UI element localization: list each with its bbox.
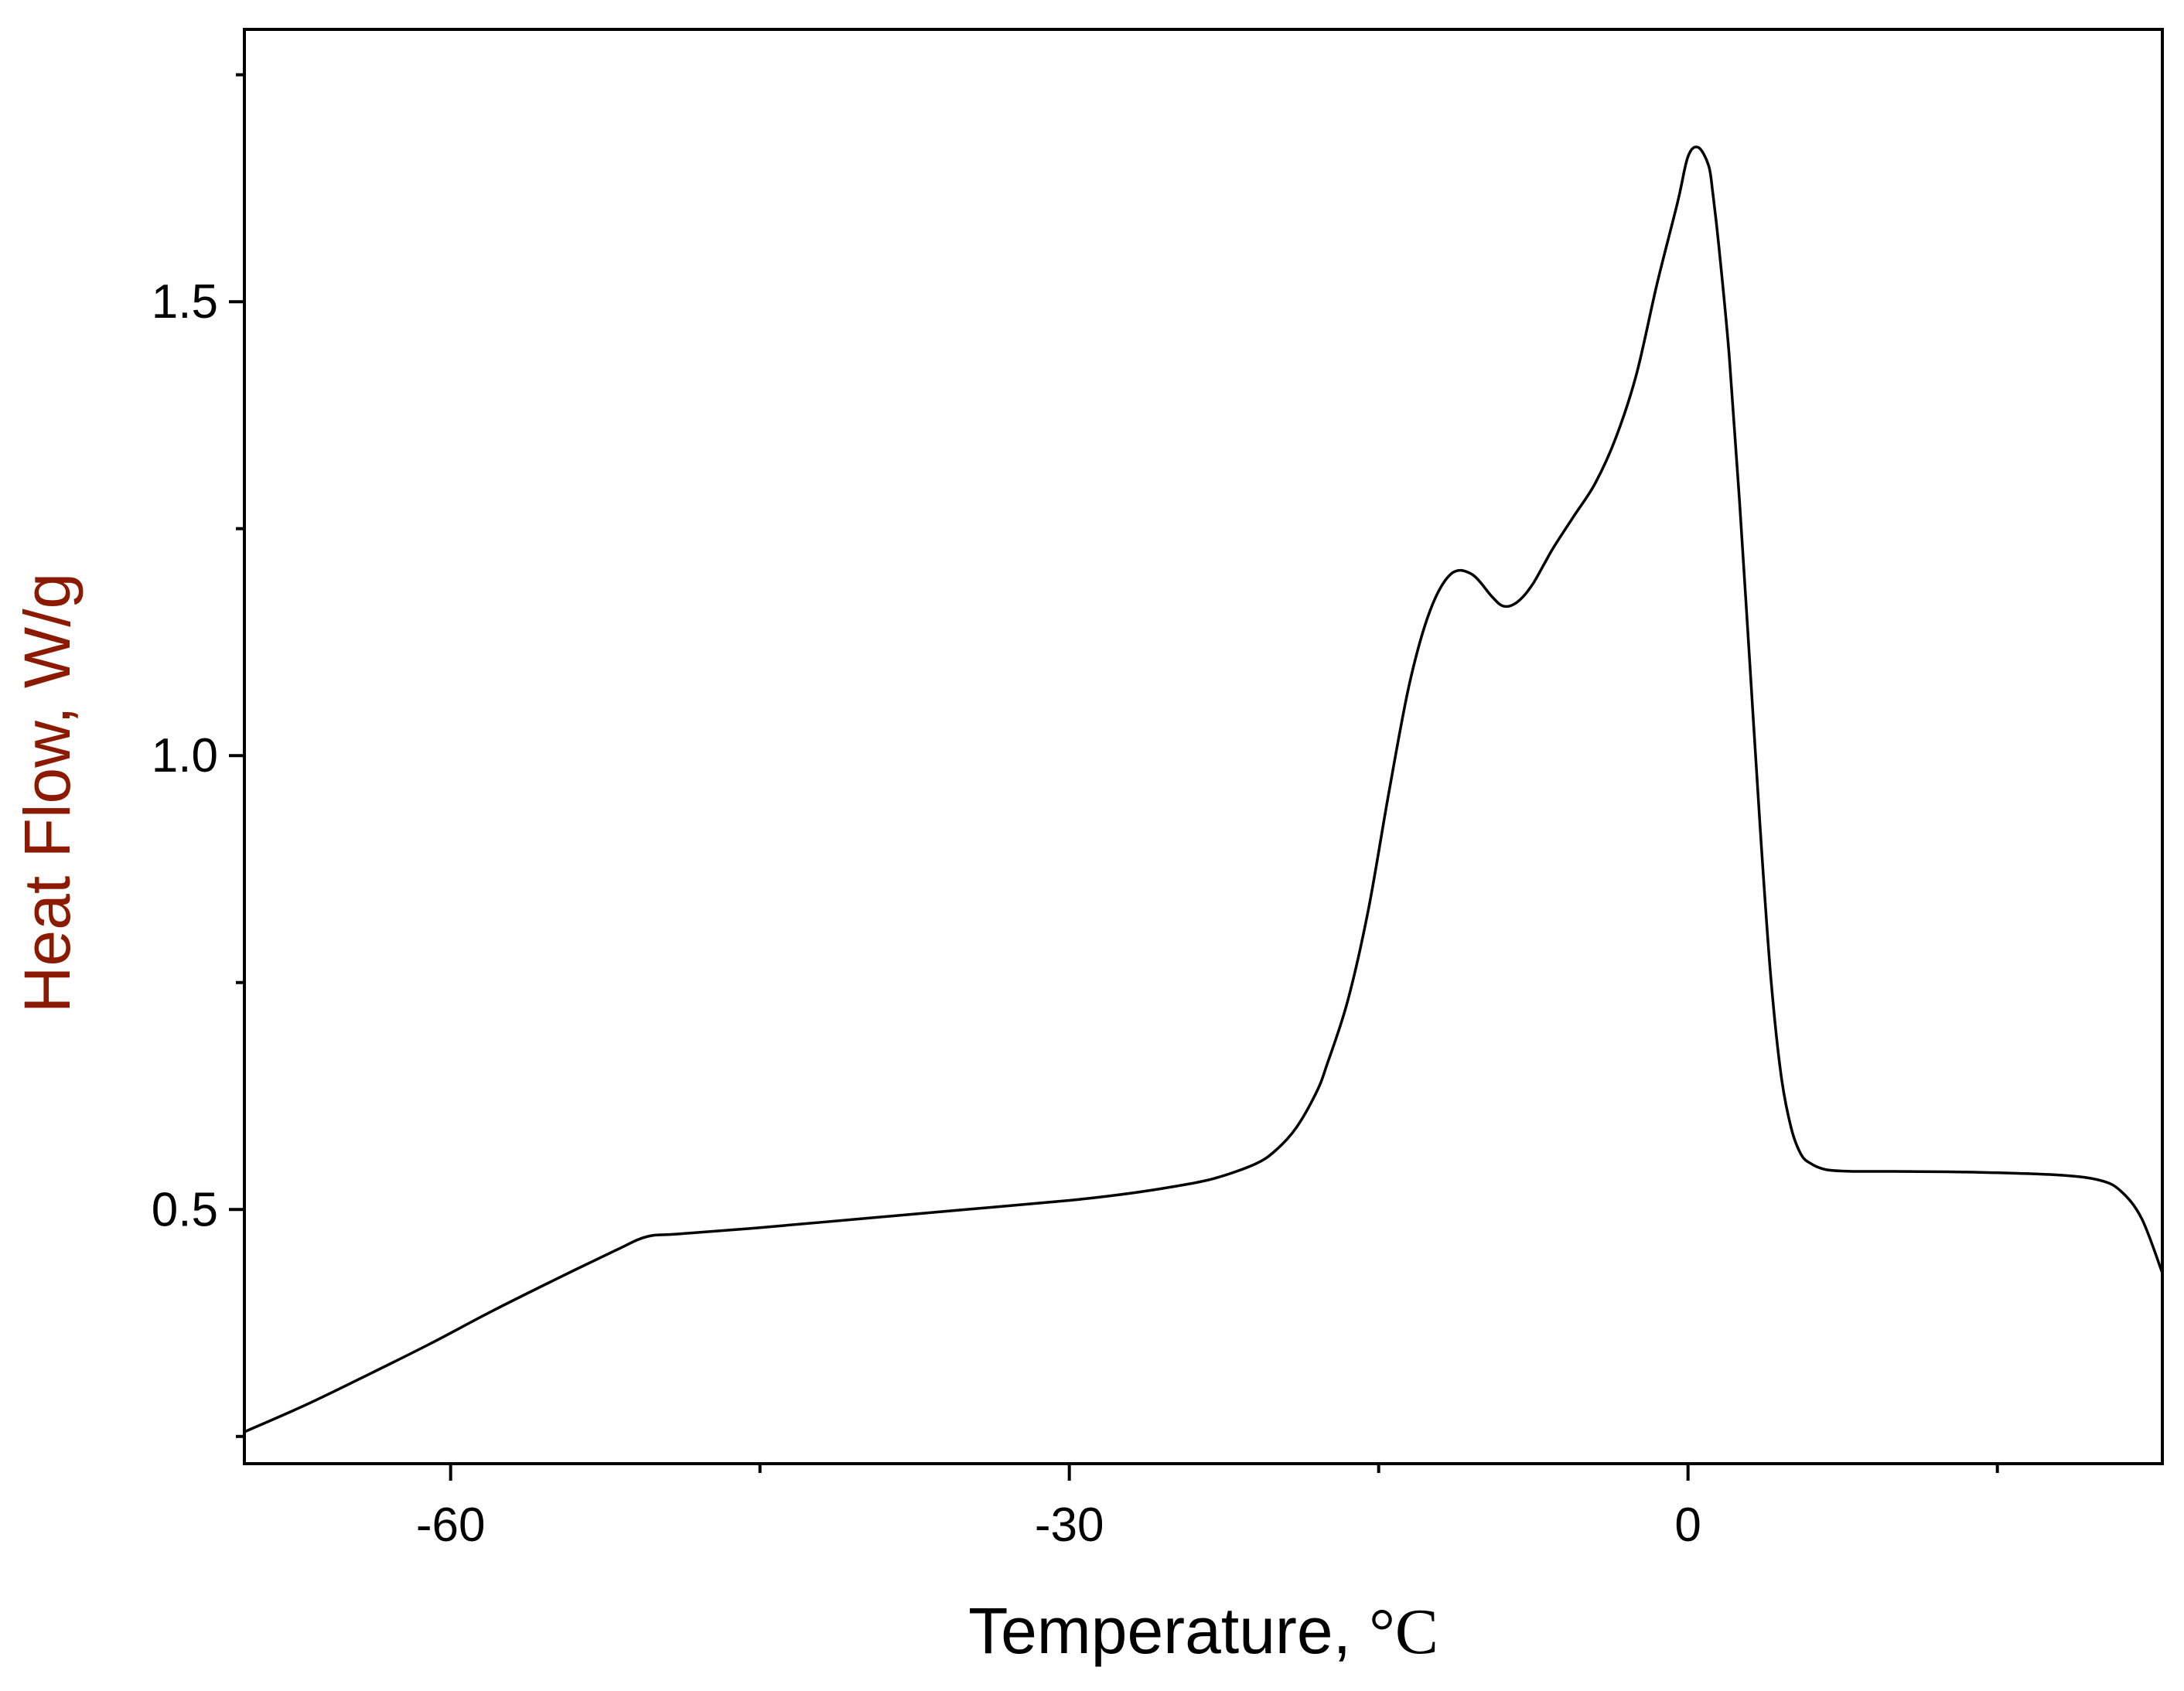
x-axis-title: Temperature, °C — [968, 1594, 1438, 1668]
heat-flow-curve — [244, 145, 2164, 1434]
y-axis-title: Heat Flow, W/g — [11, 573, 84, 1014]
x-tick-label: -60 — [416, 1498, 486, 1552]
y-tick-label: 1.0 — [152, 729, 218, 782]
x-tick-label: 0 — [1674, 1498, 1701, 1552]
y-tick-label: 0.5 — [152, 1183, 218, 1236]
x-axis-ticks: -60 -30 0 — [416, 1464, 1999, 1552]
plot-frame — [243, 28, 2164, 1465]
y-axis-ticks: 0.5 1.0 1.5 — [152, 73, 244, 1438]
x-tick-label: -30 — [1035, 1498, 1104, 1552]
x-axis-unit: °C — [1369, 1596, 1438, 1668]
x-axis-title-text: Temperature, — [968, 1594, 1369, 1667]
y-tick-label: 1.5 — [152, 275, 218, 329]
